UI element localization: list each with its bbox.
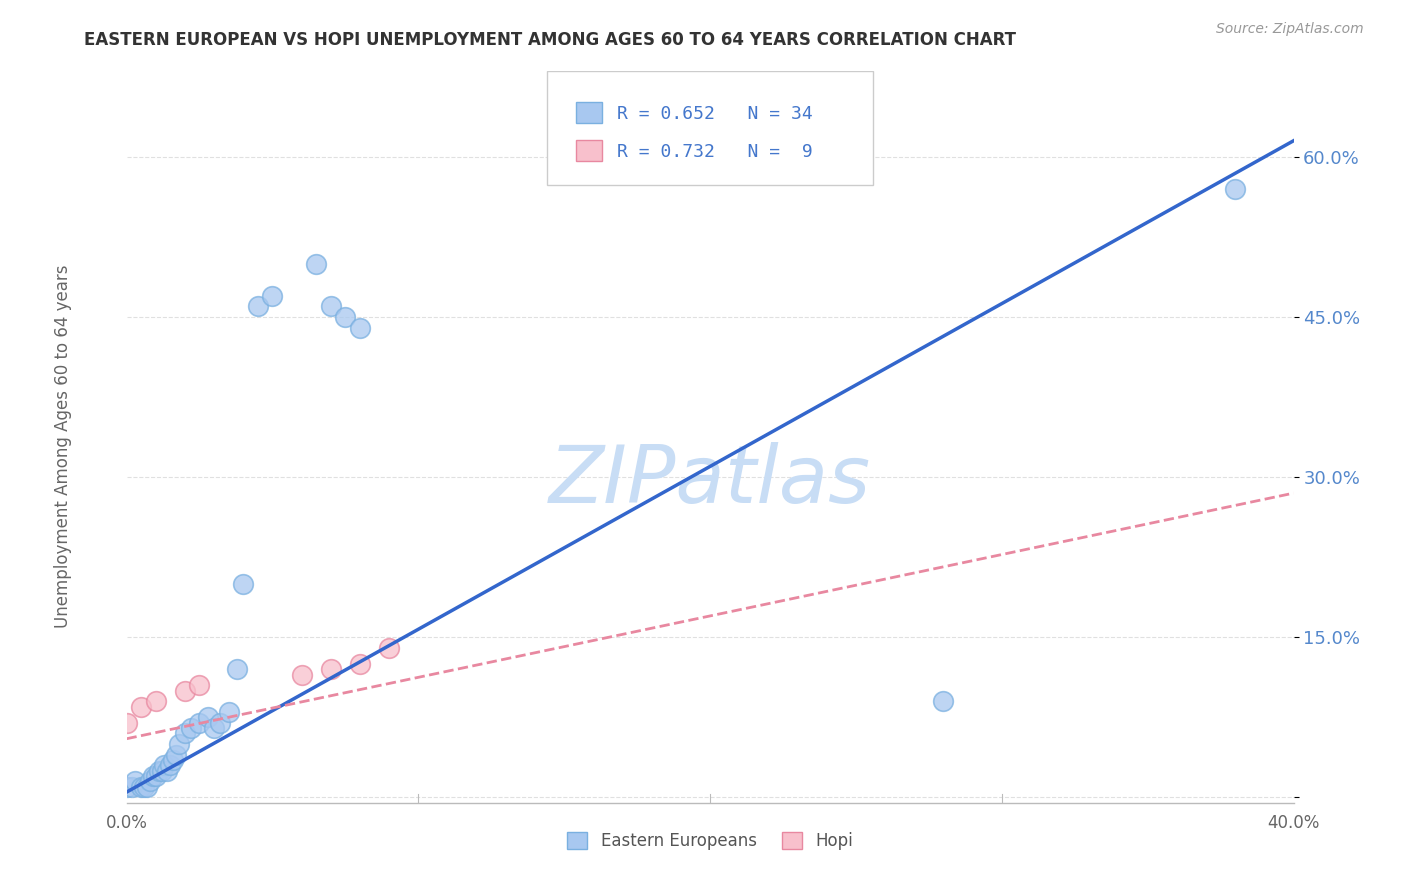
Point bbox=[208, 715, 231, 730]
Point bbox=[226, 662, 249, 676]
Point bbox=[188, 678, 211, 692]
Point bbox=[142, 769, 165, 783]
Point bbox=[148, 764, 170, 778]
Point bbox=[1223, 182, 1246, 196]
FancyBboxPatch shape bbox=[547, 71, 873, 185]
Point bbox=[129, 699, 152, 714]
Point bbox=[188, 715, 211, 730]
Text: 40.0%: 40.0% bbox=[1267, 814, 1320, 832]
Point bbox=[129, 780, 152, 794]
FancyBboxPatch shape bbox=[576, 102, 602, 122]
Point bbox=[378, 640, 401, 655]
Point bbox=[136, 780, 159, 794]
Point bbox=[319, 299, 342, 313]
Point bbox=[932, 694, 955, 708]
Text: EASTERN EUROPEAN VS HOPI UNEMPLOYMENT AMONG AGES 60 TO 64 YEARS CORRELATION CHAR: EASTERN EUROPEAN VS HOPI UNEMPLOYMENT AM… bbox=[84, 31, 1017, 49]
Point bbox=[150, 764, 173, 778]
Point bbox=[180, 721, 202, 735]
Point bbox=[202, 721, 225, 735]
Legend: Eastern Europeans, Hopi: Eastern Europeans, Hopi bbox=[561, 825, 859, 856]
Point bbox=[349, 320, 371, 334]
Text: R = 0.652   N = 34: R = 0.652 N = 34 bbox=[617, 104, 813, 123]
FancyBboxPatch shape bbox=[576, 140, 602, 161]
Point bbox=[145, 769, 167, 783]
Point bbox=[290, 667, 312, 681]
Point bbox=[132, 780, 155, 794]
Text: Unemployment Among Ages 60 to 64 years: Unemployment Among Ages 60 to 64 years bbox=[55, 264, 72, 628]
Point bbox=[115, 715, 138, 730]
Point bbox=[335, 310, 357, 324]
Text: R = 0.732   N =  9: R = 0.732 N = 9 bbox=[617, 143, 813, 161]
Point bbox=[349, 657, 371, 671]
Point bbox=[305, 256, 328, 270]
Point bbox=[139, 774, 162, 789]
Point bbox=[218, 705, 240, 719]
Point bbox=[153, 758, 176, 772]
Point bbox=[165, 747, 187, 762]
Point bbox=[121, 780, 143, 794]
Point bbox=[124, 774, 146, 789]
Point bbox=[232, 577, 254, 591]
Point bbox=[115, 780, 138, 794]
Text: Source: ZipAtlas.com: Source: ZipAtlas.com bbox=[1216, 22, 1364, 37]
Text: 0.0%: 0.0% bbox=[105, 814, 148, 832]
Point bbox=[319, 662, 342, 676]
Point bbox=[197, 710, 219, 724]
Point bbox=[167, 737, 190, 751]
Point bbox=[156, 764, 179, 778]
Point bbox=[246, 299, 269, 313]
Point bbox=[174, 683, 197, 698]
Point bbox=[162, 753, 184, 767]
Point bbox=[174, 726, 197, 740]
Point bbox=[262, 288, 284, 302]
Point bbox=[145, 694, 167, 708]
Text: ZIPatlas: ZIPatlas bbox=[548, 442, 872, 520]
Point bbox=[159, 758, 181, 772]
